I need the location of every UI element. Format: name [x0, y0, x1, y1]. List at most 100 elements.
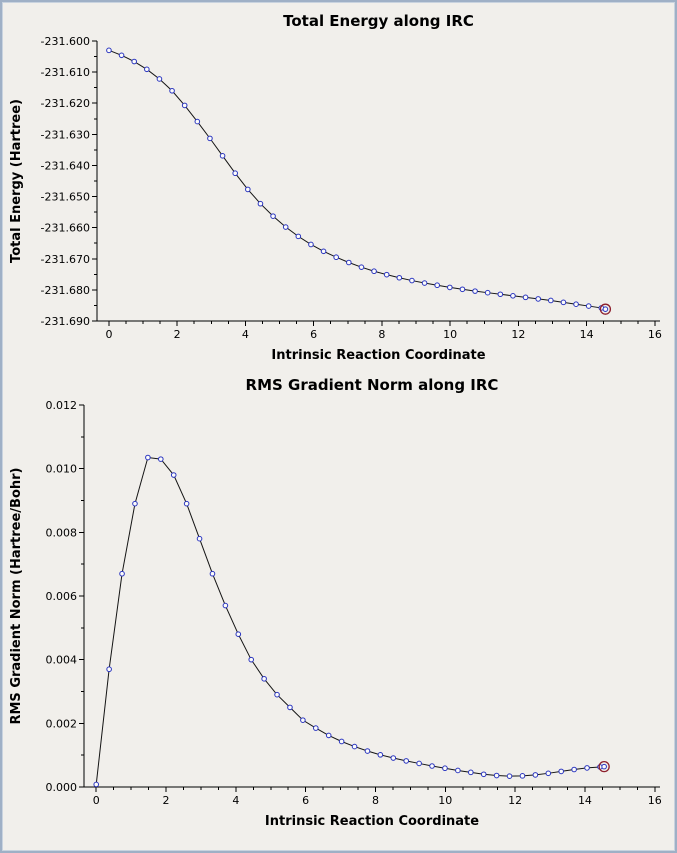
data-point-marker	[390, 755, 397, 761]
x-tick-label: 12	[508, 794, 522, 807]
data-point-marker	[183, 500, 190, 507]
data-point-marker	[459, 286, 466, 293]
y-tick-label: -231.680	[41, 284, 90, 297]
data-point-marker	[434, 282, 440, 289]
chart-title: Total Energy along IRC	[283, 12, 474, 30]
data-point-marker	[585, 303, 592, 309]
data-point-marker	[257, 200, 264, 207]
x-tick-label: 4	[242, 328, 249, 341]
data-point-marker	[532, 772, 539, 778]
y-tick-label: -231.620	[41, 97, 90, 110]
rms-gradient-plot-canvas: RMS Gradient Norm along IRC RMS Gradient …	[9, 376, 662, 829]
data-point-marker	[522, 294, 529, 301]
x-tick-label: 14	[578, 794, 592, 807]
data-point-marker	[351, 743, 358, 750]
data-point-marker	[181, 102, 188, 109]
data-point-marker	[548, 297, 554, 304]
x-tick-label: 2	[174, 328, 181, 341]
y-tick-label: -231.610	[41, 66, 90, 79]
data-point-marker	[560, 299, 567, 306]
x-tick-label: 10	[438, 794, 452, 807]
x-tick-label: 8	[378, 328, 385, 341]
data-point-marker	[371, 268, 377, 275]
data-point-marker	[558, 768, 565, 775]
data-point-marker	[403, 758, 410, 764]
data-point-marker	[320, 248, 327, 255]
data-point-marker	[158, 456, 164, 462]
data-point-marker	[447, 284, 453, 291]
y-tick-label: 0.012	[46, 399, 78, 412]
x-tick-label: 0	[93, 794, 100, 807]
data-point-marker	[573, 301, 579, 308]
current-point-ring	[599, 303, 612, 315]
data-point-marker	[467, 769, 474, 776]
data-point-marker	[571, 766, 577, 773]
data-point-marker	[338, 738, 345, 745]
data-point-marker	[510, 293, 516, 299]
y-tick-label: -231.650	[41, 191, 90, 204]
data-point-marker	[93, 781, 100, 788]
data-point-marker	[377, 752, 384, 758]
x-tick-label: 14	[580, 328, 594, 341]
data-point-marker	[442, 765, 448, 772]
data-point-marker	[497, 291, 504, 298]
data-point-marker	[535, 296, 541, 302]
y-tick-label: 0.006	[46, 590, 78, 603]
total-energy-chart: Total Energy along IRC Total Energy (Hart…	[5, 5, 672, 376]
data-point-marker	[325, 732, 332, 739]
data-point-marker	[295, 233, 302, 240]
y-tick-label: -231.630	[41, 128, 90, 141]
x-tick-label: 4	[232, 794, 239, 807]
y-tick-label: 0.008	[46, 526, 78, 539]
data-point-marker	[287, 704, 293, 711]
y-axis-label: Total Energy (Hartree)	[9, 99, 24, 263]
x-tick-label: 6	[302, 794, 309, 807]
data-point-marker	[383, 271, 390, 278]
x-tick-label: 12	[511, 328, 525, 341]
x-tick-label: 2	[163, 794, 170, 807]
current-point-ring	[598, 760, 610, 773]
data-point-marker	[194, 118, 201, 125]
data-point-marker	[145, 454, 151, 461]
y-tick-label: -231.670	[41, 253, 90, 266]
x-tick-label: 10	[443, 328, 457, 341]
y-tick-label: -231.600	[41, 35, 90, 48]
data-point-marker	[144, 66, 150, 73]
x-tick-label: 0	[105, 328, 112, 341]
data-point-marker	[156, 76, 163, 82]
y-axis-label: RMS Gradient Norm (Hartree/Bohr)	[9, 467, 24, 724]
data-point-marker	[364, 748, 371, 754]
x-tick-label: 8	[372, 794, 379, 807]
data-point-marker	[333, 254, 339, 261]
data-point-marker	[601, 763, 607, 770]
data-point-marker	[602, 306, 609, 312]
data-point-marker	[545, 770, 552, 777]
data-point-marker	[584, 765, 590, 771]
rms-gradient-chart: RMS Gradient Norm along IRC RMS Gradient …	[5, 376, 672, 848]
data-point-marker	[421, 280, 428, 286]
data-point-marker	[308, 241, 314, 248]
data-point-marker	[196, 535, 203, 542]
data-point-marker	[346, 259, 352, 266]
data-point-marker	[106, 666, 112, 673]
data-point-marker	[245, 186, 251, 193]
x-axis-label: Intrinsic Reaction Coordinate	[271, 348, 485, 363]
y-tick-label: 0.010	[46, 463, 78, 476]
data-point-marker	[209, 570, 216, 577]
data-point-marker	[119, 570, 125, 577]
data-point-marker	[519, 773, 526, 779]
y-tick-label: -231.660	[41, 222, 90, 235]
data-point-marker	[219, 153, 226, 159]
data-point-marker	[248, 656, 255, 663]
x-tick-label: 6	[310, 328, 317, 341]
y-tick-label: 0.002	[46, 717, 78, 730]
data-point-marker	[118, 52, 125, 59]
data-point-marker	[131, 58, 137, 65]
data-point-marker	[396, 274, 403, 281]
data-point-marker	[132, 500, 138, 507]
data-point-marker	[455, 767, 461, 774]
data-point-marker	[169, 87, 175, 94]
data-point-marker	[312, 725, 319, 731]
data-point-marker	[270, 213, 276, 219]
